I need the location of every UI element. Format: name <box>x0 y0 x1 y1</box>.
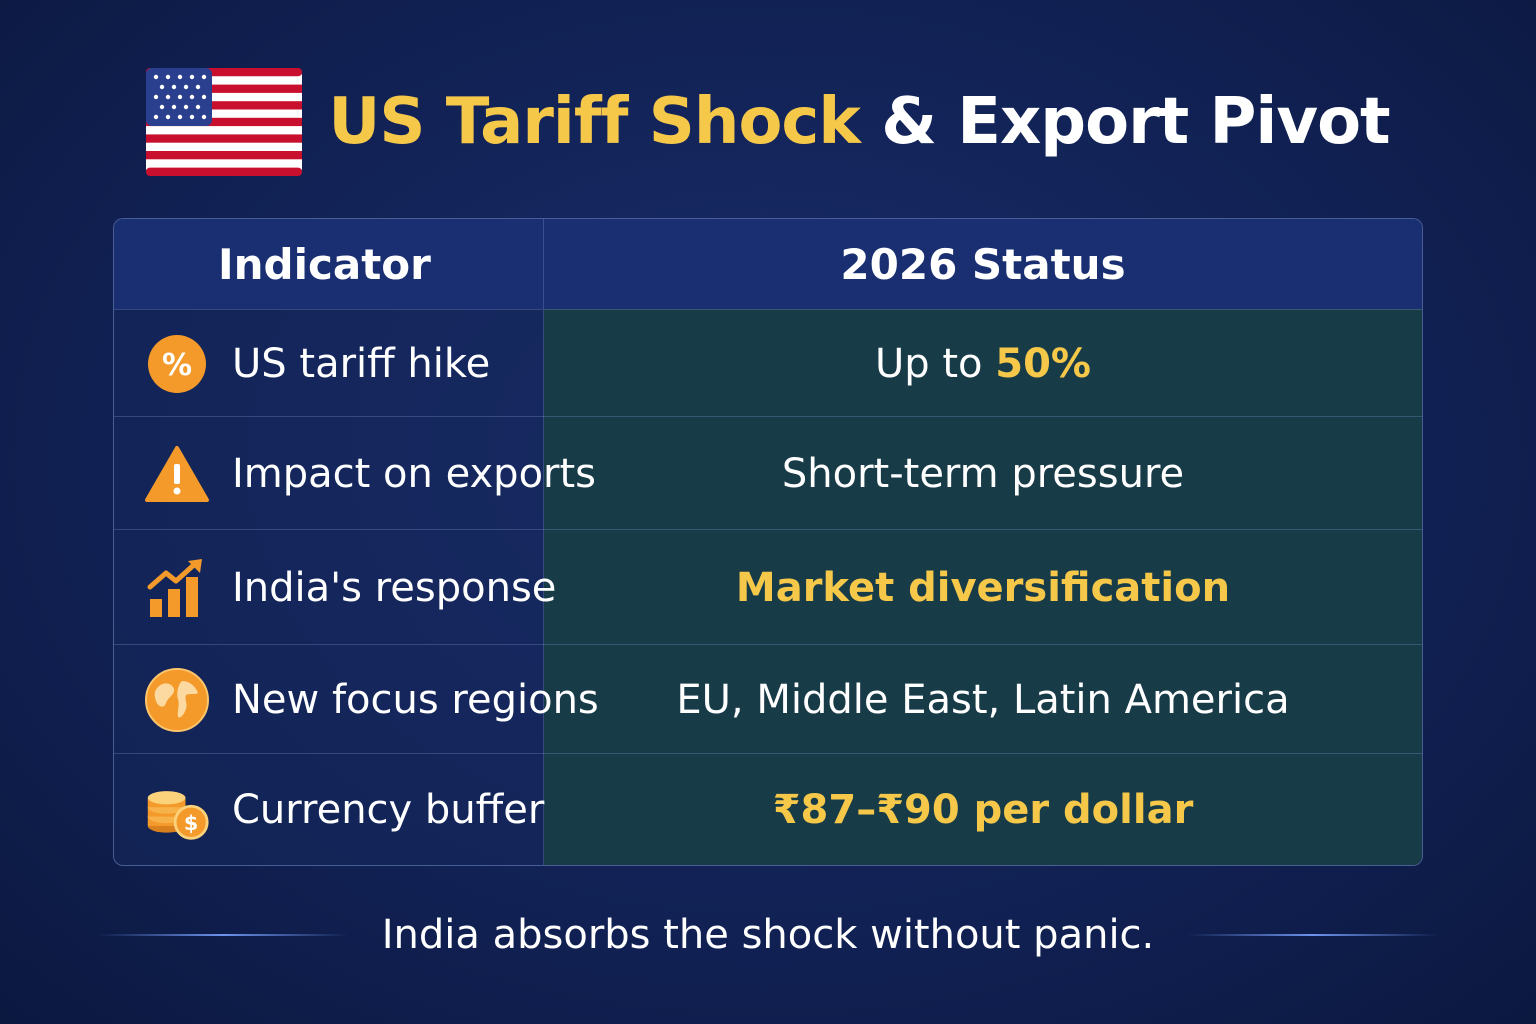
header-cell-indicator: Indicator <box>114 219 544 309</box>
growth-chart-icon <box>144 555 210 621</box>
status-cell: ₹87–₹90 per dollar <box>544 754 1422 865</box>
indicator-cell: New focus regions <box>114 645 599 754</box>
indicator-label: Impact on exports <box>232 450 597 497</box>
warning-icon <box>144 441 210 507</box>
status-value: ₹87–₹90 per dollar <box>772 787 1194 833</box>
status-cell: Market diversification <box>544 530 1422 645</box>
us-flag-icon <box>146 68 303 176</box>
page-title: US Tariff Shock & Export Pivot <box>328 85 1390 159</box>
footer: India absorbs the shock without panic. <box>0 900 1536 970</box>
coins-icon: $ <box>144 777 210 843</box>
table-row: $ Currency buffer ₹87–₹90 per dollar <box>114 753 1422 865</box>
status-value: EU, Middle East, Latin America <box>676 676 1290 723</box>
status-value: Up to 50% <box>875 341 1091 387</box>
percent-icon: % <box>144 331 210 397</box>
header: US Tariff Shock & Export Pivot <box>0 62 1536 182</box>
table-header-row: Indicator 2026 Status <box>114 219 1422 309</box>
table-row: % US tariff hike Up to 50% <box>114 309 1422 417</box>
indicator-label: New focus regions <box>232 676 599 723</box>
indicator-table: Indicator 2026 Status % US tariff hike U… <box>113 218 1423 866</box>
globe-icon <box>144 667 210 733</box>
status-value: Market diversification <box>735 564 1231 611</box>
status-cell: Up to 50% <box>544 310 1422 417</box>
indicator-cell: % US tariff hike <box>114 310 544 417</box>
footer-divider-left <box>97 934 348 936</box>
header-cell-status: 2026 Status <box>544 219 1422 309</box>
table-row: New focus regions EU, Middle East, Latin… <box>114 644 1422 754</box>
indicator-cell: $ Currency buffer <box>114 754 545 865</box>
status-cell: Short-term pressure <box>544 417 1422 530</box>
status-percent: 50% <box>995 340 1091 387</box>
svg-text:$: $ <box>184 811 198 835</box>
indicator-cell: India's response <box>114 530 556 645</box>
title-highlight: US Tariff Shock <box>328 85 861 159</box>
svg-text:%: % <box>162 348 192 383</box>
header-indicator: Indicator <box>218 239 431 289</box>
indicator-label: India's response <box>232 564 557 611</box>
footer-divider-right <box>1188 934 1439 936</box>
status-prefix: Up to <box>874 340 996 387</box>
header-status: 2026 Status <box>840 239 1126 289</box>
table-row: India's response Market diversification <box>114 529 1422 645</box>
status-cell: EU, Middle East, Latin America <box>544 645 1422 754</box>
indicator-label: US tariff hike <box>232 340 491 387</box>
title-rest: & Export Pivot <box>859 85 1390 159</box>
indicator-cell: Impact on exports <box>114 417 596 530</box>
table-row: Impact on exports Short-term pressure <box>114 416 1422 530</box>
status-value: Short-term pressure <box>781 450 1185 497</box>
status-column-background <box>544 309 1422 865</box>
indicator-label: Currency buffer <box>232 787 545 833</box>
footer-tagline: India absorbs the shock without panic. <box>381 912 1155 958</box>
